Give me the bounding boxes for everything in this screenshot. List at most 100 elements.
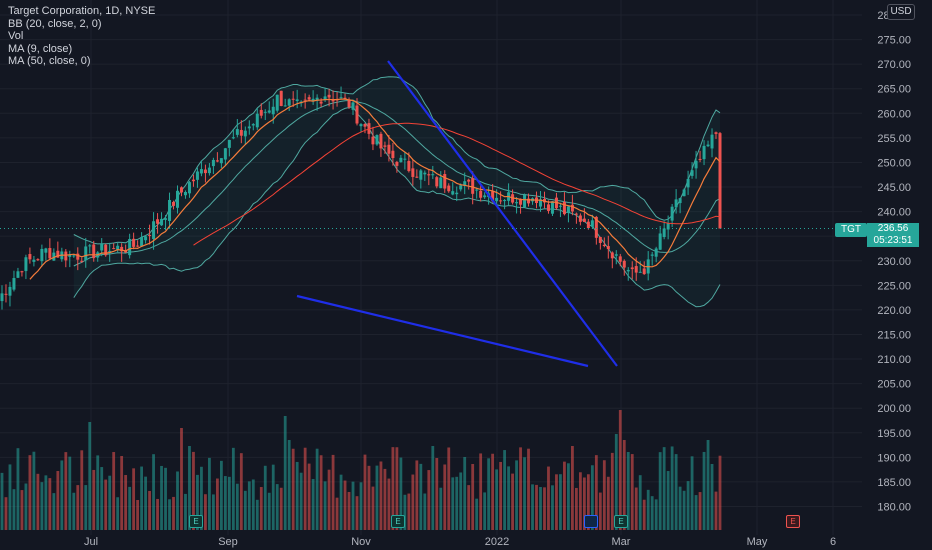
candle-body: [698, 158, 702, 160]
legend-ma9[interactable]: MA (9, close): [8, 42, 73, 55]
candle-body: [527, 198, 531, 204]
volume-bar: [594, 455, 598, 530]
volume-bar: [271, 464, 275, 530]
legend-ma50[interactable]: MA (50, close, 0): [8, 55, 91, 67]
volume-bar: [439, 487, 443, 530]
y-axis-tick-label: 240.00: [877, 207, 911, 219]
candle: [168, 192, 172, 229]
candle: [148, 224, 152, 245]
earnings-event-icon[interactable]: E: [391, 515, 405, 528]
volume-bar: [307, 463, 311, 530]
candle-body: [40, 248, 44, 262]
candle: [207, 163, 211, 176]
candle: [455, 186, 459, 202]
volume-bar: [347, 491, 351, 530]
volume-bar: [638, 475, 642, 530]
candle: [379, 131, 383, 157]
candle: [371, 126, 375, 151]
earnings-event-icon[interactable]: E: [614, 515, 628, 528]
volume-bar: [483, 492, 487, 530]
volume-bar: [184, 493, 187, 530]
y-axis-tick-label: 215.00: [877, 329, 911, 341]
candle: [315, 94, 319, 111]
candle: [311, 90, 315, 105]
volume-bar: [303, 447, 307, 530]
y-axis-tick-label: 275.00: [877, 35, 911, 47]
volume-bar: [128, 486, 132, 530]
candle-body: [259, 109, 263, 116]
candle: [515, 197, 519, 214]
candle: [622, 259, 626, 276]
candle-body: [267, 110, 271, 113]
candle: [183, 190, 187, 199]
candle-body: [195, 171, 199, 180]
volume-bar: [279, 487, 283, 530]
earnings-event-icon[interactable]: E: [189, 515, 203, 528]
volume-bar: [112, 452, 116, 530]
candle: [36, 258, 40, 261]
volume-bar: [503, 450, 506, 530]
candle: [499, 191, 503, 205]
legend-vol[interactable]: Vol: [8, 30, 24, 42]
dividend-event-icon[interactable]: [584, 515, 598, 528]
volume-bar: [311, 479, 315, 530]
candle: [195, 167, 199, 188]
volume-bar: [642, 499, 646, 530]
candle-body: [463, 181, 467, 186]
volume-bar: [76, 485, 80, 530]
candle: [566, 205, 570, 223]
candle: [662, 221, 666, 240]
volume-bar: [578, 472, 582, 530]
candle: [387, 134, 391, 162]
candle-body: [574, 213, 578, 215]
candle-body: [68, 254, 72, 257]
volume-bar: [367, 465, 371, 530]
y-axis-tick-label: 205.00: [877, 379, 911, 391]
candle: [443, 170, 447, 193]
volume-bar: [92, 469, 96, 530]
x-axis-tick-label: Sep: [218, 536, 238, 548]
y-axis-tick-label: 180.00: [877, 502, 911, 514]
earnings-event-icon[interactable]: E: [786, 515, 800, 528]
candle: [176, 185, 180, 214]
candle: [714, 131, 718, 139]
volume-bar: [559, 474, 562, 530]
volume-bar: [44, 475, 48, 530]
volume-bar: [407, 493, 411, 530]
candle-body: [606, 246, 610, 250]
candle: [339, 86, 343, 100]
volume-bar: [343, 480, 347, 530]
candle: [203, 164, 207, 183]
volume-bar: [511, 473, 514, 530]
volume-bar: [28, 455, 32, 530]
candle: [463, 172, 467, 195]
volume-bar: [650, 496, 654, 530]
candle-body: [706, 144, 710, 147]
price-label-box: 236.56 05:23:51: [867, 223, 919, 247]
legend-bb[interactable]: BB (20, close, 2, 0): [8, 17, 102, 30]
volume-bar: [172, 496, 175, 530]
last-price: 236.56: [877, 223, 909, 234]
candle: [199, 160, 203, 177]
candle-body: [4, 293, 8, 295]
candle-body: [64, 251, 68, 261]
volume-bar: [275, 484, 279, 530]
x-axis-tick-label: 6: [830, 536, 836, 548]
candle: [251, 123, 255, 131]
volume-bar: [658, 452, 662, 530]
volume-bar: [602, 460, 606, 530]
bb-fill: [73, 76, 721, 307]
volume-bar: [618, 410, 622, 530]
candle: [658, 225, 662, 250]
volume-bar: [666, 471, 670, 530]
candle-body: [654, 248, 658, 257]
candle: [427, 169, 431, 186]
candle-body: [598, 237, 602, 243]
currency-badge[interactable]: USD: [887, 4, 915, 20]
volume-bar: [710, 464, 714, 530]
candle-body: [602, 244, 606, 247]
y-axis-tick-label: 255.00: [877, 133, 911, 145]
candle: [582, 208, 586, 223]
candle: [447, 183, 451, 193]
